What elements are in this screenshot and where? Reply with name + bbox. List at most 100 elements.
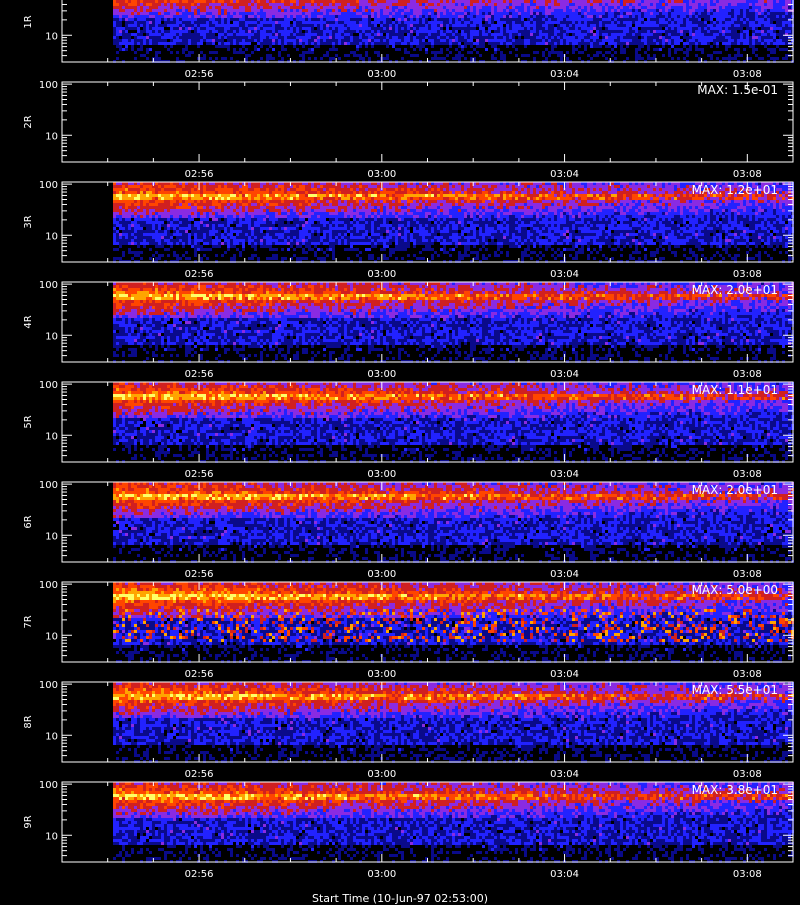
heatmap-cell: [548, 42, 551, 45]
heatmap-cell: [197, 33, 200, 36]
heatmap-cell: [557, 36, 560, 39]
heatmap-cell: [263, 9, 266, 12]
heatmap-cell: [566, 42, 569, 45]
heatmap-cell: [395, 42, 398, 45]
heatmap-cell: [344, 27, 347, 30]
heatmap-cell: [365, 9, 368, 12]
heatmap-cell: [470, 18, 473, 21]
heatmap-cell: [173, 48, 176, 51]
heatmap-cell: [146, 0, 149, 3]
heatmap-cell: [668, 42, 671, 45]
heatmap-cell: [284, 12, 287, 15]
heatmap-cell: [149, 0, 152, 3]
heatmap-cell: [218, 3, 221, 6]
heatmap-cell: [431, 30, 434, 33]
heatmap-cell: [140, 18, 143, 21]
heatmap-cell: [455, 57, 458, 60]
heatmap-cell: [158, 27, 161, 30]
heatmap-cell: [476, 42, 479, 45]
heatmap-cell: [167, 9, 170, 12]
heatmap-cell: [698, 48, 701, 51]
heatmap-cell: [434, 54, 437, 57]
heatmap-cell: [704, 18, 707, 21]
heatmap-cell: [395, 30, 398, 33]
heatmap-cell: [536, 42, 539, 45]
heatmap-cell: [242, 24, 245, 27]
heatmap-cell: [695, 24, 698, 27]
heatmap-cell: [227, 6, 230, 9]
heatmap-cell: [608, 39, 611, 42]
heatmap-cell: [467, 48, 470, 51]
heatmap-cell: [359, 12, 362, 15]
heatmap-cell: [125, 48, 128, 51]
heatmap-cell: [638, 12, 641, 15]
heatmap-cell: [515, 39, 518, 42]
heatmap-cell: [470, 36, 473, 39]
heatmap-cell: [263, 24, 266, 27]
heatmap-cell: [734, 27, 737, 30]
heatmap-cell: [401, 48, 404, 51]
heatmap-cell: [407, 0, 410, 3]
heatmap-cell: [164, 24, 167, 27]
heatmap-cell: [122, 15, 125, 18]
heatmap-cell: [512, 27, 515, 30]
heatmap-cell: [194, 9, 197, 12]
heatmap-cell: [605, 6, 608, 9]
heatmap-cell: [344, 30, 347, 33]
heatmap-cell: [404, 51, 407, 54]
heatmap-cell: [689, 15, 692, 18]
heatmap-cell: [239, 0, 242, 3]
heatmap-cell: [128, 18, 131, 21]
heatmap-cell: [371, 33, 374, 36]
heatmap-cell: [239, 12, 242, 15]
heatmap-cell: [527, 18, 530, 21]
heatmap-cell: [551, 6, 554, 9]
heatmap-cell: [299, 30, 302, 33]
heatmap-cell: [380, 6, 383, 9]
heatmap-cell: [161, 27, 164, 30]
heatmap-cell: [236, 6, 239, 9]
heatmap-cell: [560, 30, 563, 33]
heatmap-cell: [455, 6, 458, 9]
heatmap-cell: [578, 24, 581, 27]
heatmap-cell: [434, 33, 437, 36]
heatmap-cell: [614, 21, 617, 24]
heatmap-cell: [533, 15, 536, 18]
heatmap-cell: [482, 0, 485, 3]
heatmap-cell: [338, 24, 341, 27]
heatmap-cell: [188, 30, 191, 33]
heatmap-cell: [386, 6, 389, 9]
heatmap-cell: [620, 15, 623, 18]
heatmap-cell: [740, 30, 743, 33]
heatmap-cell: [266, 42, 269, 45]
heatmap-cell: [257, 3, 260, 6]
heatmap-cell: [524, 33, 527, 36]
heatmap-cell: [158, 57, 161, 60]
heatmap-cell: [326, 51, 329, 54]
heatmap-cell: [566, 57, 569, 60]
heatmap-cell: [221, 36, 224, 39]
heatmap-cell: [488, 27, 491, 30]
heatmap-cell: [467, 21, 470, 24]
heatmap-cell: [599, 30, 602, 33]
heatmap-cell: [548, 6, 551, 9]
heatmap-cell: [392, 45, 395, 48]
heatmap-cell: [509, 18, 512, 21]
heatmap-cell: [722, 18, 725, 21]
heatmap-cell: [557, 24, 560, 27]
heatmap-cell: [134, 48, 137, 51]
heatmap-cell: [371, 6, 374, 9]
heatmap-cell: [125, 33, 128, 36]
heatmap-cell: [326, 15, 329, 18]
heatmap-cell: [581, 30, 584, 33]
heatmap-cell: [308, 48, 311, 51]
heatmap-cell: [611, 24, 614, 27]
heatmap-cell: [419, 12, 422, 15]
heatmap-cell: [437, 39, 440, 42]
heatmap-cell: [365, 51, 368, 54]
heatmap-cell: [449, 15, 452, 18]
heatmap-cell: [605, 12, 608, 15]
heatmap-cell: [647, 45, 650, 48]
heatmap-cell: [194, 36, 197, 39]
heatmap-cell: [467, 9, 470, 12]
